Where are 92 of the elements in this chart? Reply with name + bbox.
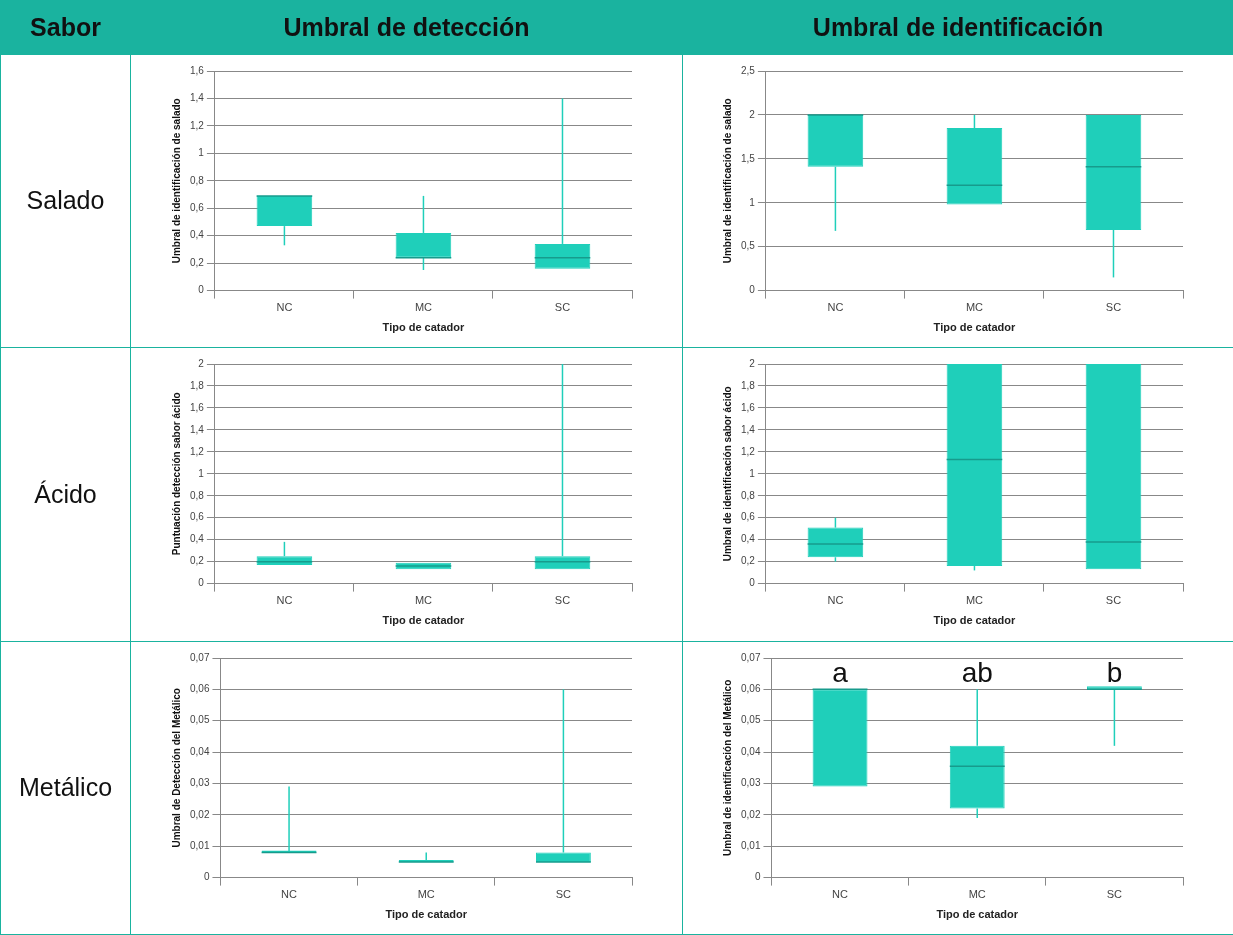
y-tick-label: 0,04 [740,745,761,757]
x-tick-label: SC [555,888,571,901]
y-tick-label: 0,4 [741,533,756,545]
y-tick-label: 1,6 [189,402,204,414]
text: Umbral de identificación [682,0,1233,55]
text: Sabor [0,0,131,55]
x-tick-label: MC [414,594,432,607]
y-tick-label: 1,6 [741,402,756,414]
y-tick-label: 0,07 [189,651,210,663]
x-tick-label: NC [275,301,292,314]
y-tick-label: 0,4 [189,533,204,545]
y-tick-label: 0,02 [189,808,210,820]
text: Ácido [0,347,131,642]
y-tick-label: 0 [754,871,761,883]
y-axis-title: Umbral de identificación de salado [721,98,733,264]
y-tick-label: 2 [749,108,756,120]
y-tick-label: 0,4 [189,229,204,241]
y-tick-label: 1,4 [189,92,204,104]
x-axis-title: Tipo de catador [933,321,1017,334]
y-tick-label: 0,03 [740,777,761,789]
x-tick-label: SC [554,301,570,314]
y-tick-label: 0,02 [740,808,761,820]
x-tick-label: SC [1105,594,1122,607]
y-axis-title: Umbral de identificación de salado [170,98,182,264]
annotation: a [832,656,849,688]
y-tick-label: 0,8 [189,489,204,501]
y-tick-label: 1,6 [189,64,204,76]
y-tick-label: 2 [749,358,756,370]
y-tick-label: 1,4 [741,424,756,436]
y-tick-label: 0,8 [741,489,756,501]
y-tick-label: 0,2 [189,256,204,268]
x-tick-label: NC [827,301,844,314]
y-tick-label: 0,05 [189,714,210,726]
x-axis-title: Tipo de catador [384,908,468,921]
y-tick-label: 1,2 [741,445,756,457]
y-tick-label: 0,01 [740,839,761,851]
y-tick-label: 0 [197,577,204,589]
x-axis-title: Tipo de catador [936,908,1019,921]
y-tick-label: 2 [197,358,204,370]
x-tick-label: MC [968,888,986,901]
x-tick-label: MC [965,301,984,314]
x-axis-title: Tipo de catador [382,321,465,334]
y-tick-label: 0,2 [189,555,204,567]
y-tick-label: 1,8 [741,380,756,392]
text: Metálico [0,641,131,935]
x-tick-label: NC [280,888,297,901]
x-tick-label: MC [965,594,984,607]
x-tick-label: SC [1106,888,1123,901]
y-tick-label: 1 [749,196,756,208]
y-tick-label: 1 [749,467,756,479]
y-tick-label: 0 [197,284,204,296]
y-tick-label: 1,4 [189,424,204,436]
annotation: ab [961,656,993,688]
x-tick-label: SC [1105,301,1122,314]
x-tick-label: MC [414,301,432,314]
y-tick-label: 0,5 [741,240,756,252]
y-tick-label: 1,8 [189,380,204,392]
x-axis-title: Tipo de catador [382,614,465,627]
y-tick-label: 0,01 [189,839,210,851]
annotation: b [1106,656,1123,688]
x-tick-label: NC [832,888,849,901]
y-tick-label: 0 [749,284,756,296]
y-tick-label: 0,07 [740,651,761,663]
y-axis-title: Puntuación detección sabor ácido [170,392,182,556]
x-tick-label: NC [827,594,844,607]
y-tick-label: 0,03 [189,777,210,789]
y-axis-title: Umbral de identificación sabor ácido [721,386,733,562]
y-tick-label: 0,8 [189,174,204,186]
x-axis-title: Tipo de catador [933,614,1017,627]
y-tick-label: 0,6 [741,511,756,523]
y-tick-label: 1 [197,467,204,479]
text: Umbral de detección [130,0,683,55]
y-tick-label: 1 [197,147,204,159]
y-tick-label: 0 [749,577,756,589]
y-tick-label: 0,05 [740,714,761,726]
x-tick-label: NC [275,594,292,607]
y-tick-label: 0,6 [189,511,204,523]
y-axis-title: Umbral de identificación del Metálico [721,679,733,856]
y-tick-label: 0,04 [189,745,210,757]
y-tick-label: 1,2 [189,119,204,131]
y-tick-label: 0,06 [189,682,210,694]
y-tick-label: 0,6 [189,201,204,213]
x-tick-label: MC [417,888,435,901]
y-tick-label: 2,5 [741,64,756,76]
y-tick-label: 0,06 [740,682,761,694]
y-tick-label: 1,2 [189,445,204,457]
text: Salado [0,54,131,348]
x-tick-label: SC [554,594,570,607]
y-tick-label: 0,2 [741,555,756,567]
y-tick-label: 0 [203,871,210,883]
y-axis-title: Umbral de Detección del Metálico [170,687,182,848]
y-tick-label: 1,5 [741,152,756,164]
